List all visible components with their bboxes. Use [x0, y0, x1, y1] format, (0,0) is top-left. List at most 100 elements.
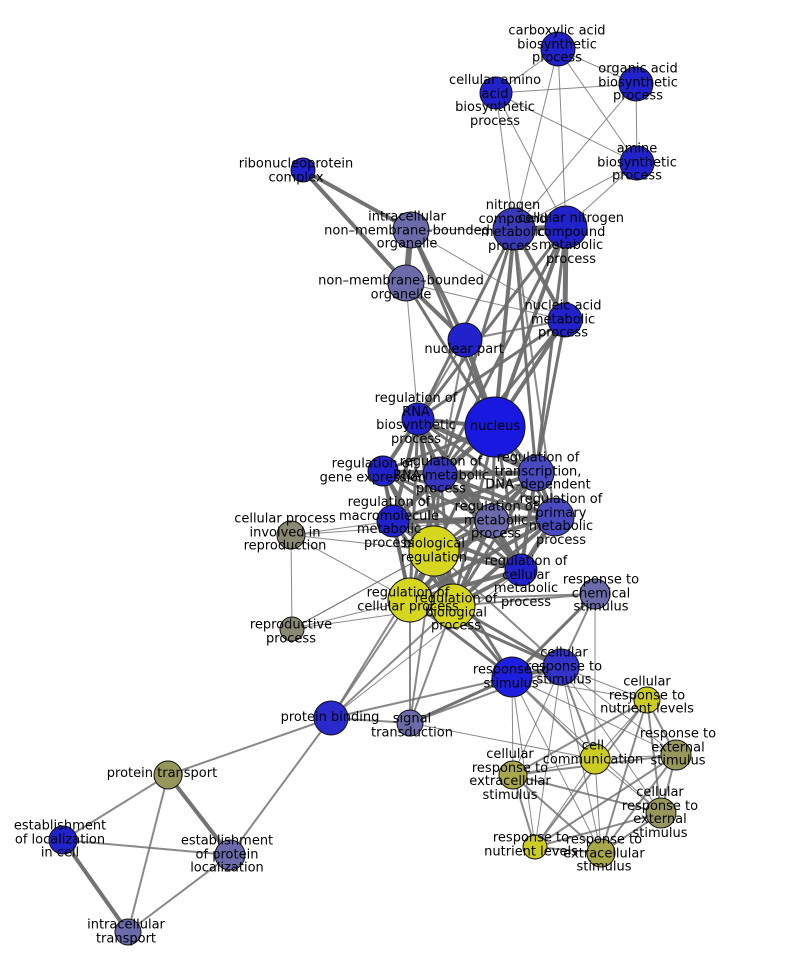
go-term-node[interactable]: cellular response to stimulus [542, 648, 580, 686]
edge [61, 838, 130, 934]
edge [534, 318, 567, 475]
go-term-node[interactable]: regulation of metabolic process [474, 503, 510, 539]
edge [290, 520, 394, 536]
go-term-node[interactable]: response to external stimulus [660, 739, 692, 771]
edge [408, 515, 557, 602]
edge [330, 676, 513, 719]
go-term-node[interactable]: ribonucleoprotein complex [290, 157, 316, 183]
go-term-node[interactable]: cellular amino acid biosynthetic process [479, 76, 513, 110]
edge [405, 282, 566, 321]
go-term-node[interactable]: cell communication [579, 743, 611, 775]
edge [416, 318, 567, 421]
edge [512, 227, 538, 475]
edge [512, 774, 602, 854]
edge [511, 676, 536, 848]
edge [62, 839, 231, 856]
edge [381, 469, 494, 523]
go-term-node[interactable]: organic acid biosynthetic process [618, 66, 654, 102]
edge [557, 48, 638, 164]
go-term-node[interactable]: nucleus [464, 396, 526, 458]
go-term-node[interactable]: signal transduction [396, 709, 424, 737]
edge [166, 773, 232, 857]
edge [409, 550, 435, 724]
go-term-node[interactable]: regulation of macromolecule metabolic pr… [376, 504, 410, 538]
go-term-node[interactable]: amine biosynthetic process [619, 145, 655, 181]
edge [62, 774, 169, 841]
edge [513, 48, 559, 230]
edge [512, 699, 648, 776]
go-term-node[interactable]: biological regulation [408, 525, 460, 577]
go-term-node[interactable]: regulation of primary metabolic process [535, 497, 575, 537]
edge [511, 676, 602, 854]
edge [438, 225, 568, 476]
go-term-node[interactable]: regulation of cellular metabolic process [504, 553, 538, 587]
go-term-node[interactable]: nucleic acid metabolic process [547, 302, 583, 338]
go-term-node[interactable]: cellular response to nutrient levels [633, 686, 661, 714]
edge [511, 676, 662, 814]
edge [534, 225, 568, 475]
go-term-node[interactable]: nuclear part [447, 322, 483, 358]
go-term-node[interactable]: regulation of transcription, DNA–depende… [517, 454, 555, 492]
go-term-node[interactable]: cellular response to extracellular stimu… [498, 760, 528, 790]
edge [290, 534, 293, 630]
go-term-node[interactable]: protein transport [153, 760, 183, 790]
go-term-node[interactable]: cellular nitrogen compound metabolic pro… [544, 205, 588, 249]
edge [409, 722, 596, 760]
go-term-node[interactable]: regulation of biological process [430, 583, 476, 629]
go-term-node[interactable]: cellular response to external stimulus [645, 797, 677, 829]
edge [405, 282, 419, 420]
go-term-node[interactable]: intracellular non–membrane–bounded organ… [392, 211, 430, 249]
edge [495, 83, 637, 94]
edge [330, 599, 411, 719]
edge [408, 417, 420, 602]
edge [495, 92, 567, 228]
edge [534, 666, 562, 848]
edge [291, 550, 435, 630]
go-term-node[interactable]: establishment of localization in cell [48, 825, 78, 855]
edge [381, 469, 538, 475]
edge [451, 515, 557, 608]
edge [127, 854, 231, 933]
go-term-node[interactable]: regulation of gene expression [367, 455, 399, 487]
edge [438, 472, 557, 519]
go-term-node[interactable]: intracellular transport [114, 918, 142, 946]
edge [560, 666, 662, 814]
edge [127, 774, 169, 933]
go-term-node[interactable]: regulation of cellular process [387, 577, 433, 623]
go-term-node[interactable]: response to stimulus [491, 656, 533, 698]
go-term-node[interactable]: regulation of RNA metabolic process [422, 456, 458, 492]
edge [557, 48, 567, 228]
edge [330, 569, 522, 719]
edge [330, 605, 454, 719]
go-term-node[interactable]: reproductive process [279, 616, 305, 642]
go-term-node[interactable]: carboxylic acid biosynthetic process [540, 31, 576, 67]
edge [409, 666, 562, 724]
go-term-node[interactable]: establishment of protein localization [214, 839, 246, 871]
go-term-node[interactable]: response to chemical stimulus [579, 578, 611, 610]
edge [229, 717, 332, 856]
go-term-node[interactable]: protein binding [313, 700, 349, 736]
edge [534, 758, 596, 848]
edge [512, 774, 662, 814]
edge [534, 812, 662, 848]
edge [301, 168, 408, 285]
go-term-node[interactable]: regulation of RNA biosynthetic process [401, 402, 435, 436]
edge [513, 83, 637, 230]
go-term-node[interactable]: non–membrane–bounded organelle [387, 264, 425, 302]
go-term-node[interactable]: response to extracellular stimulus [586, 838, 616, 868]
edge [410, 229, 566, 321]
go-term-node[interactable]: nitrogen compound metabolic process [492, 207, 536, 251]
edge [600, 754, 677, 854]
edge [495, 92, 638, 164]
edge [416, 225, 568, 421]
edge [534, 754, 677, 848]
edge [391, 471, 538, 523]
edge [290, 534, 411, 601]
go-term-node[interactable]: cellular process involved in reproductio… [276, 520, 306, 550]
go-term-node[interactable]: response to nutrient levels [522, 834, 548, 860]
edge [513, 162, 638, 230]
edge [167, 717, 332, 776]
edge [560, 666, 677, 756]
